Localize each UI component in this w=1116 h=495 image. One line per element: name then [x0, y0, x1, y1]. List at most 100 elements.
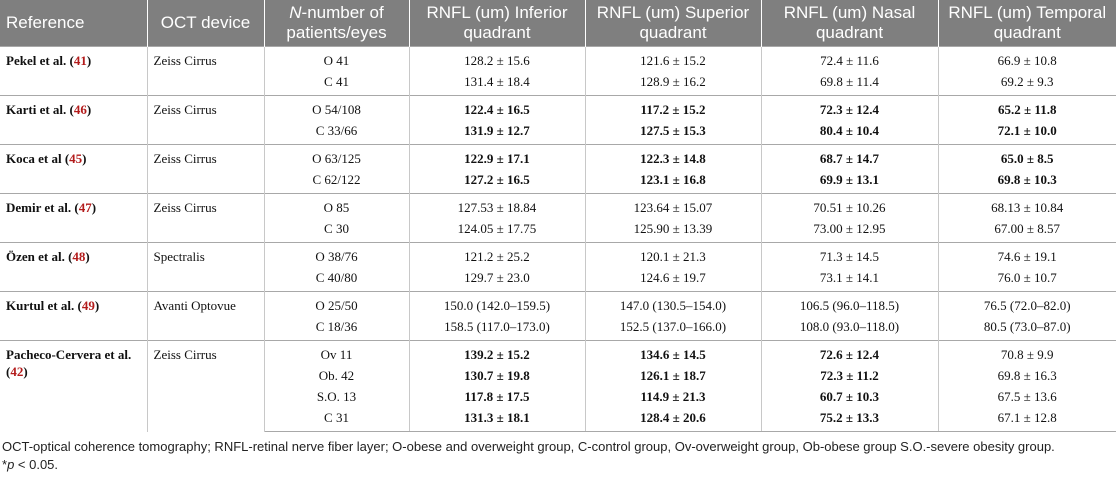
rnfl-temporal-cell: 67.5 ± 13.6	[997, 389, 1057, 404]
patients-eyes-cell: O 63/125	[264, 144, 410, 169]
reference-close-paren: )	[86, 53, 92, 68]
patients-eyes-cell: O 25/50	[264, 291, 410, 316]
rnfl-temporal-cell: 74.6 ± 19.1	[938, 242, 1116, 267]
rnfl-superior-cell: 126.1 ± 18.7	[585, 365, 762, 386]
rnfl-inferior-cell: 127.53 ± 18.84	[409, 193, 586, 218]
header-temporal: RNFL (um) Temporal quadrant	[938, 0, 1116, 47]
rnfl-inferior-cell: 128.2 ± 15.6	[409, 46, 586, 71]
citation-link[interactable]: 42	[10, 364, 24, 379]
header-superior: RNFL (um) Superior quadrant	[585, 0, 762, 47]
reference-author: Karti et al. (	[6, 102, 74, 117]
rnfl-nasal-cell: 71.3 ± 14.5	[761, 242, 939, 267]
rnfl-nasal-cell: 72.3 ± 12.4	[761, 95, 939, 120]
citation-link[interactable]: 45	[69, 151, 83, 166]
reference-cell: Koca et al (45)	[0, 144, 148, 194]
patients-eyes-cell: O 54/108	[264, 95, 410, 120]
rnfl-nasal-cell: 69.9 ± 13.1	[761, 169, 939, 194]
patients-eyes-cell: O 41	[264, 46, 410, 71]
rnfl-nasal-cell: 72.6 ± 12.4	[761, 340, 939, 365]
rnfl-nasal-cell: 72.4 ± 11.6	[761, 46, 939, 71]
rnfl-temporal-cell: 69.8 ± 16.3	[997, 368, 1057, 383]
rnfl-inferior-cell: 124.05 ± 17.75	[409, 218, 586, 243]
rnfl-temporal-cell: 68.13 ± 10.84	[938, 193, 1116, 218]
reference-close-paren: )	[23, 364, 28, 379]
rnfl-nasal-cell: 108.0 (93.0–118.0)	[761, 316, 939, 341]
rnfl-inferior-cell: 127.2 ± 16.5	[409, 169, 586, 194]
patients-eyes-cell: C 41	[264, 71, 410, 96]
rnfl-inferior-cell: 122.4 ± 16.5	[409, 95, 586, 120]
rnfl-inferior-cell: 139.2 ± 15.2	[409, 340, 586, 365]
rnfl-superior-cell: 152.5 (137.0–166.0)	[585, 316, 762, 341]
rnfl-nasal-cell: 69.8 ± 11.4	[761, 71, 939, 96]
rnfl-inferior-cell: 158.5 (117.0–173.0)	[409, 316, 586, 341]
header-reference: Reference	[0, 0, 148, 47]
header-number-rest: -number of patients/eyes	[286, 3, 387, 42]
reference-author: Koca et al (	[6, 151, 70, 166]
footnote-star: *	[2, 457, 8, 472]
rnfl-nasal-cell: 68.7 ± 14.7	[761, 144, 939, 169]
oct-device-cell: Zeiss Cirrus	[147, 46, 265, 96]
reference-close-paren: )	[91, 200, 97, 215]
table-row: C 40/80 129.7 ± 23.0 124.6 ± 19.7 73.1 ± 14…	[0, 267, 1116, 292]
rnfl-temporal-cell: 69.8 ± 10.3	[997, 172, 1057, 187]
rnfl-temporal-cell: 80.5 (73.0–87.0)	[983, 319, 1071, 334]
rnfl-superior-cell: 134.6 ± 14.5	[585, 340, 762, 365]
reference-author: Pekel et al. (	[6, 53, 74, 68]
citation-link[interactable]: 49	[81, 298, 95, 313]
table-row: C 62/122 127.2 ± 16.5 123.1 ± 16.8 69.9 ± 1…	[0, 169, 1116, 194]
table-row: C 30 124.05 ± 17.75 125.90 ± 13.39 73.00 ± …	[0, 218, 1116, 243]
rnfl-inferior-cell: 131.4 ± 18.4	[409, 71, 586, 96]
rnfl-superior-cell: 123.64 ± 15.07	[585, 193, 762, 218]
rnfl-nasal-cell: 106.5 (96.0–118.5)	[761, 291, 939, 316]
rnfl-superior-cell: 122.3 ± 14.8	[585, 144, 762, 169]
citation-link[interactable]: 46	[73, 102, 87, 117]
reference-author: Pacheco-Cervera et al. (	[6, 347, 132, 379]
citation-link[interactable]: 47	[78, 200, 92, 215]
header-number-prefix: N	[289, 3, 302, 22]
rnfl-temporal-cell: 65.2 ± 11.8	[938, 95, 1116, 120]
rnfl-temporal-cell: 70.8 ± 9.9	[938, 340, 1116, 365]
rnfl-superior-cell: 120.1 ± 21.3	[585, 242, 762, 267]
rnfl-superior-cell: 147.0 (130.5–154.0)	[585, 291, 762, 316]
reference-close-paren: )	[94, 298, 100, 313]
rnfl-inferior-cell: 131.3 ± 18.1	[409, 407, 586, 432]
footnote-p: p	[7, 457, 15, 472]
citation-link[interactable]: 48	[72, 249, 86, 264]
rnfl-temporal-cell: 67.00 ± 8.57	[994, 221, 1061, 236]
rnfl-nasal-cell: 70.51 ± 10.26	[761, 193, 939, 218]
rnfl-superior-cell: 127.5 ± 15.3	[585, 120, 762, 145]
patients-eyes-cell: C 40/80	[264, 267, 410, 292]
patients-eyes-cell: Ov 11	[264, 340, 410, 365]
rnfl-nasal-cell: 75.2 ± 13.3	[761, 407, 939, 432]
oct-device-cell: Zeiss Cirrus	[147, 193, 265, 243]
rnfl-nasal-cell: 80.4 ± 10.4	[761, 120, 939, 145]
table-row: Pacheco-Cervera et al. (42) Zeiss Cirrus O…	[0, 340, 1116, 432]
reference-cell: Demir et al. (47)	[0, 193, 148, 243]
table-body: Pekel et al. (41) Zeiss Cirrus O 41 128.2 ±…	[0, 46, 1116, 432]
patients-eyes-cell: C 33/66	[264, 120, 410, 145]
rnfl-superior-cell: 117.2 ± 15.2	[585, 95, 762, 120]
footnote-abbreviations: OCT-optical coherence tomography; RNFL-r…	[2, 439, 1055, 454]
rnfl-superior-cell: 123.1 ± 16.8	[585, 169, 762, 194]
patients-eyes-cell: C 30	[264, 218, 410, 243]
table-row: C 18/36 158.5 (117.0–173.0) 152.5 (137.0–1…	[0, 316, 1116, 341]
header-number-of-patients: N-number of patients/eyes	[264, 0, 410, 47]
rnfl-superior-cell: 128.4 ± 20.6	[585, 407, 762, 432]
rnfl-temporal-cell: 66.9 ± 10.8	[938, 46, 1116, 71]
footnote-significance: *p < 0.05.	[2, 456, 1112, 474]
rnfl-temporal-cell: 76.0 ± 10.7	[997, 270, 1057, 285]
rnfl-temporal-cell: 72.1 ± 10.0	[997, 123, 1057, 138]
patients-eyes-cell: Ob. 42	[264, 365, 410, 386]
patients-eyes-cell: C 18/36	[264, 316, 410, 341]
reference-close-paren: )	[82, 151, 87, 166]
patients-eyes-cell: O 85	[264, 193, 410, 218]
rnfl-inferior-cell: 131.9 ± 12.7	[409, 120, 586, 145]
table-row: Pekel et al. (41) Zeiss Cirrus O 41 128.2 ±…	[0, 46, 1116, 96]
table-row: C 41 131.4 ± 18.4 128.9 ± 16.2 69.8 ± 11.4 6…	[0, 71, 1116, 96]
footnote-sig-rest: < 0.05.	[14, 457, 59, 472]
rnfl-superior-cell: 125.90 ± 13.39	[585, 218, 762, 243]
table-row: Karti et al. (46) Zeiss Cirrus O 54/108 122…	[0, 95, 1116, 145]
citation-link[interactable]: 41	[73, 53, 87, 68]
reference-close-paren: )	[86, 102, 92, 117]
rnfl-temporal-cell: 69.2 ± 9.3	[1000, 74, 1054, 89]
